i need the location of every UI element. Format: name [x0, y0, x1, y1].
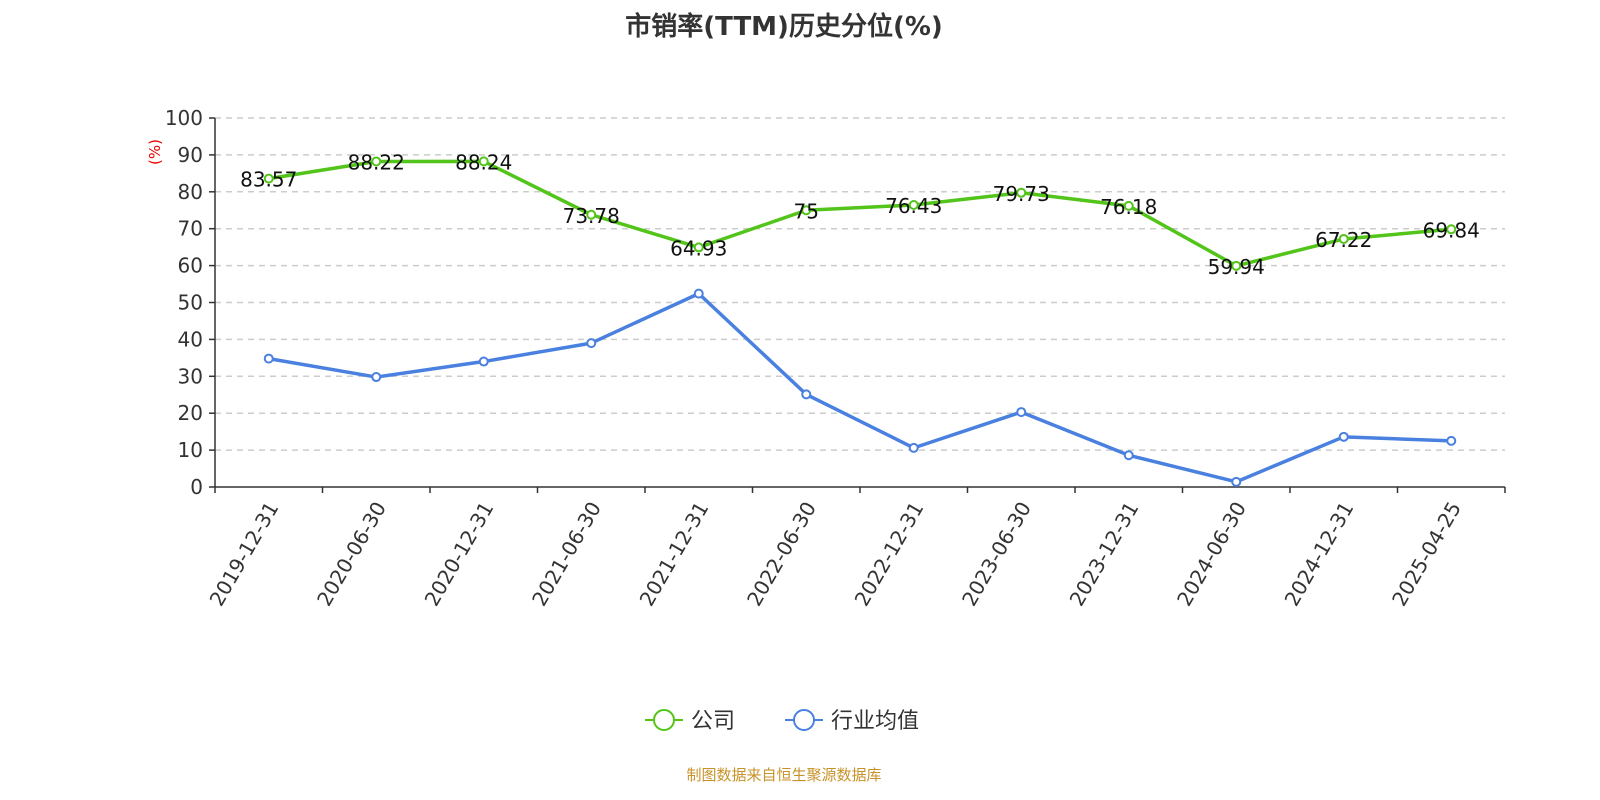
y-tick-label: 90: [178, 143, 203, 167]
y-tick-label: 40: [178, 327, 203, 351]
data-point: [801, 389, 812, 400]
legend-marker: [793, 709, 815, 731]
data-point: [263, 353, 274, 364]
data-point: [1123, 450, 1134, 461]
y-tick-label: 60: [178, 254, 203, 278]
data-label: 76.43: [885, 194, 942, 218]
data-point: [1231, 260, 1242, 271]
legend-label: 行业均值: [831, 709, 919, 734]
data-point: [586, 338, 597, 349]
data-label: 59.94: [1208, 255, 1265, 279]
y-tick-label: 20: [178, 401, 203, 425]
data-point: [371, 156, 382, 167]
data-point: [1338, 431, 1349, 442]
x-tick-label: 2025-04-25: [1387, 498, 1466, 611]
x-tick-label: 2024-06-30: [1172, 498, 1251, 611]
y-tick-label: 50: [178, 291, 203, 315]
data-label: 73.78: [563, 204, 620, 228]
data-point: [1446, 435, 1457, 446]
x-tick-label: 2021-06-30: [527, 498, 606, 611]
y-tick-label: 80: [178, 180, 203, 204]
data-label: 76.18: [1100, 195, 1157, 219]
data-point: [586, 209, 597, 220]
data-label: 67.22: [1315, 228, 1372, 252]
data-label: 75: [794, 199, 819, 223]
x-tick-label: 2022-06-30: [742, 498, 821, 611]
legend-label: 公司: [691, 709, 735, 734]
series-line-1: [268, 291, 1452, 484]
data-point: [1123, 200, 1134, 211]
data-point: [371, 372, 382, 383]
data-label: 79.73: [993, 182, 1050, 206]
data-point: [801, 205, 812, 216]
chart-title: 市销率(TTM)历史分位(%): [625, 12, 943, 42]
y-tick-label: 70: [178, 217, 203, 241]
x-tick-label: 2021-12-31: [635, 498, 714, 611]
data-label: 69.84: [1423, 218, 1480, 242]
y-tick-label: 0: [190, 475, 203, 499]
x-tick-label: 2019-12-31: [205, 498, 284, 611]
data-label: 88.24: [455, 150, 512, 174]
data-label: 83.57: [240, 168, 297, 192]
data-point: [908, 442, 919, 453]
data-point: [1231, 476, 1242, 487]
data-point: [1338, 233, 1349, 244]
x-tick-label: 2023-12-31: [1065, 498, 1144, 611]
x-tick-label: 2022-12-31: [850, 498, 929, 611]
x-tick-label: 2020-06-30: [312, 498, 391, 611]
data-point: [693, 242, 704, 253]
source-note: 制图数据来自恒生聚源数据库: [686, 766, 882, 784]
x-tick-label: 2024-12-31: [1280, 498, 1359, 611]
data-label: 64.93: [670, 236, 727, 260]
x-tick-label: 2023-06-30: [957, 498, 1036, 611]
data-point: [478, 356, 489, 367]
data-point: [693, 288, 704, 299]
y-tick-label: 100: [165, 106, 203, 130]
data-point: [263, 173, 274, 184]
y-tick-label: 10: [178, 438, 203, 462]
y-axis-label: (%): [146, 139, 164, 165]
x-tick-label: 2020-12-31: [420, 498, 499, 611]
data-point: [1446, 224, 1457, 235]
data-point: [908, 199, 919, 210]
series-line-0: [268, 159, 1452, 268]
data-label: 88.22: [348, 150, 405, 174]
data-point: [478, 156, 489, 167]
data-point: [1016, 407, 1027, 418]
data-point: [1016, 187, 1027, 198]
y-tick-label: 30: [178, 364, 203, 388]
legend-marker: [653, 709, 675, 731]
